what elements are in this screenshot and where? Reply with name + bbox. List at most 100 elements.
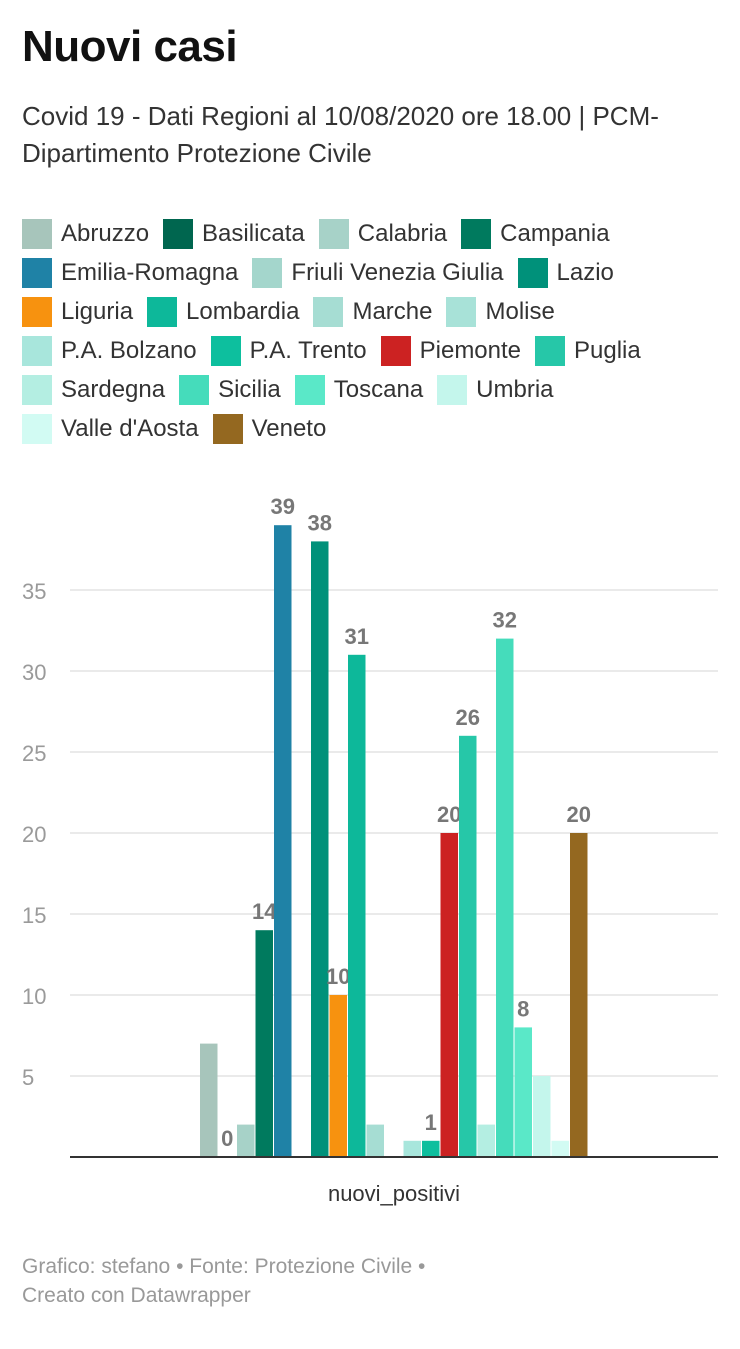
legend-label: Piemonte [419,336,522,364]
legend-swatch [22,413,52,444]
legend-swatch [380,335,411,366]
legend-item: Toscana [294,370,424,409]
legend-item: Valle d'Aosta [22,409,199,448]
legend-swatch [163,218,194,249]
legend-item: Molise [446,292,555,331]
legend-label: Sardegna [61,375,166,403]
legend-swatch [22,257,52,288]
legend-item: Basilicata [163,214,305,253]
legend-swatch [437,374,468,405]
bar-chart: 5 10 15 20 25 30 35 0 14 39 38 10 31 1 20 26 32 8 20 nuovi_… [22,494,718,1206]
legend-swatch [294,374,325,405]
legend-label: Sicilia [218,375,281,403]
bar [255,930,273,1157]
legend-label: Veneto [251,414,327,442]
bar [329,995,347,1157]
legend-swatch [446,296,477,327]
y-tick-label: 5 [22,1065,34,1090]
chart-subtitle: Covid 19 - Dati Regioni al 10/08/2020 or… [22,101,659,168]
legend-swatch [22,218,52,249]
bar-value-label: 26 [456,705,480,730]
bar-value-label: 10 [326,964,350,989]
y-tick-label: 30 [22,660,46,685]
footer-credit: Grafico: stefano • Fonte: Protezione Civ… [22,1255,426,1278]
bar [200,1043,218,1157]
bar-value-label: 1 [425,1110,437,1135]
bar [551,1140,569,1157]
bar-value-label: 20 [567,802,591,827]
x-category-label: nuovi_positivi [328,1181,460,1206]
legend-item: Campania [461,214,610,253]
bar [440,833,458,1157]
legend-swatch [22,374,52,405]
legend-label: Puglia [574,336,641,364]
bar [459,735,477,1157]
legend-item: Sardegna [22,370,165,409]
legend-swatch [179,374,210,405]
legend-item: Abruzzo [22,214,149,253]
legend-label: Toscana [333,375,424,403]
legend-label: P.A. Bolzano [61,336,197,364]
legend-item: Veneto [212,409,327,448]
y-tick-label: 10 [22,984,46,1009]
footer: Grafico: stefano • Fonte: Protezione Civ… [22,1252,582,1310]
legend-item: Liguria [22,292,133,331]
bar-value-label: 0 [221,1126,233,1151]
bar [570,833,588,1157]
bar [311,541,329,1157]
legend-item: Umbria [437,370,554,409]
legend-label: Valle d'Aosta [61,414,199,442]
legend-item: Sicilia [179,370,281,409]
legend-label: Basilicata [202,219,305,247]
legend-item: P.A. Trento [210,331,367,370]
legend-item: Calabria [318,214,448,253]
bar [366,1124,384,1157]
legend-item: Emilia-Romagna [22,253,238,292]
legend-label: Umbria [476,375,554,403]
bar-value-label: 31 [345,624,369,649]
legend-label: P.A. Trento [249,336,367,364]
y-tick-label: 25 [22,741,46,766]
bar-value-label: 14 [252,899,277,924]
bar-value-label: 39 [271,494,295,519]
y-tick-label: 35 [22,579,46,604]
legend-item: P.A. Bolzano [22,331,197,370]
legend-item: Piemonte [380,331,522,370]
legend-label: Emilia-Romagna [61,258,239,286]
legend-swatch [212,413,243,444]
bar [237,1124,255,1157]
legend-label: Calabria [357,219,448,247]
legend-item: Marche [313,292,432,331]
legend-item: Lazio [517,253,614,292]
bar [477,1124,495,1157]
legend-swatch [252,257,283,288]
legend-swatch [210,335,241,366]
legend-swatch [22,296,52,327]
legend-swatch [318,218,349,249]
bar [274,525,292,1157]
chart-title: Nuovi casi [22,22,238,71]
bar-value-label: 32 [493,608,517,633]
legend-swatch [22,335,52,366]
legend-label: Lazio [556,258,614,286]
legend-label: Lombardia [186,297,300,325]
bar [422,1140,440,1157]
footer-created-with: Creato con Datawrapper [22,1284,251,1307]
legend-item: Lombardia [147,292,299,331]
legend-swatch [147,296,178,327]
legend-label: Marche [352,297,433,325]
bar [514,1027,532,1157]
legend-label: Liguria [61,297,134,325]
legend-swatch [517,257,548,288]
legend-label: Campania [500,219,610,247]
legend-swatch [461,218,492,249]
legend-swatch [313,296,344,327]
legend-item: Friuli Venezia Giulia [252,253,504,292]
bar-value-label: 20 [437,802,461,827]
bar-value-label: 8 [517,996,529,1021]
legend-swatch [535,335,566,366]
y-tick-label: 20 [22,822,46,847]
bar [496,638,514,1157]
bar [533,1076,551,1157]
